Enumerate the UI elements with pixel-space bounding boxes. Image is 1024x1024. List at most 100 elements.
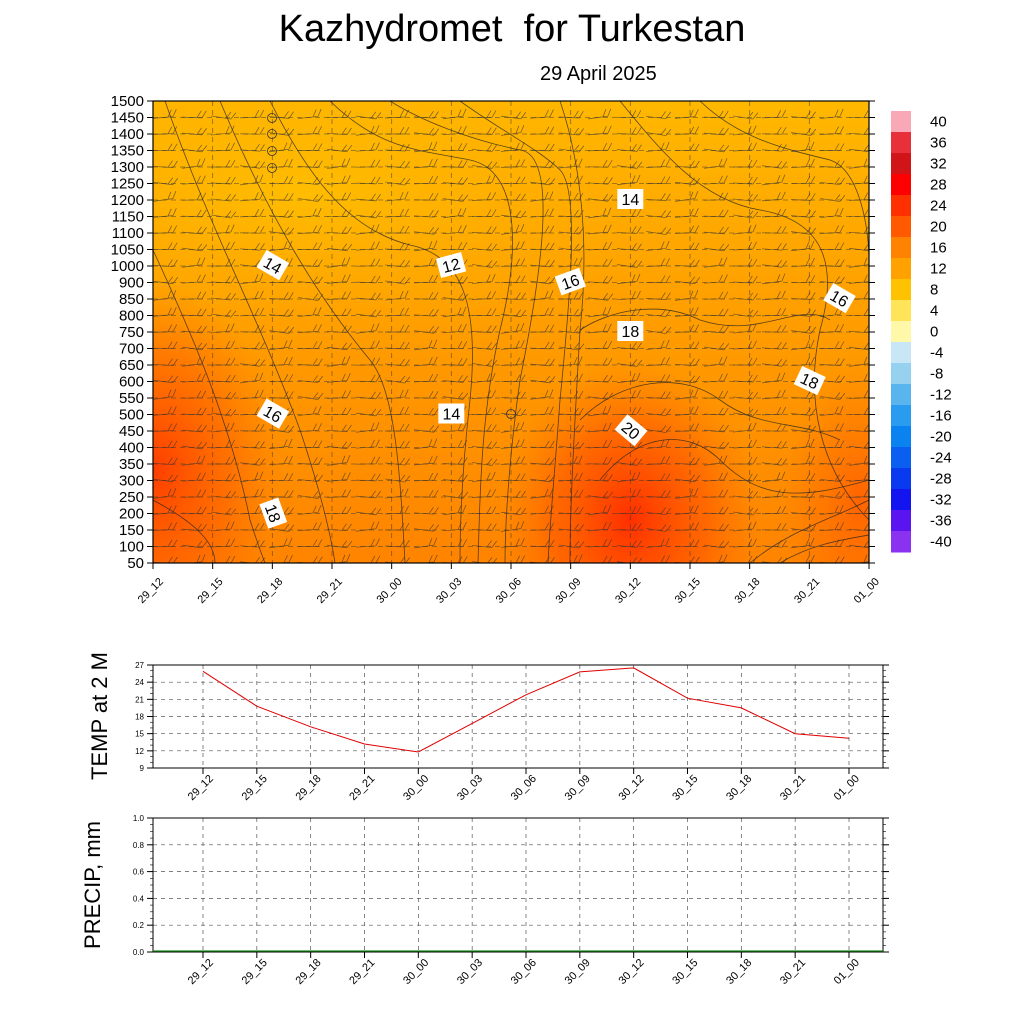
y-tick-label: 350 bbox=[119, 456, 144, 473]
colorbar-swatch bbox=[891, 237, 911, 259]
y-tick-label: 1400 bbox=[111, 126, 144, 143]
y-tick-label: 1.0 bbox=[133, 814, 145, 823]
wind-barb bbox=[240, 389, 264, 400]
wind-barb bbox=[239, 143, 265, 152]
wind-barb bbox=[355, 142, 380, 152]
colorbar-swatch bbox=[891, 531, 911, 553]
contour-label: 18 bbox=[793, 366, 826, 396]
y-tick-label: 1150 bbox=[112, 209, 144, 226]
contour-label-box bbox=[823, 282, 856, 314]
x-tick-label: 01_00 bbox=[832, 957, 862, 987]
wind-barb bbox=[646, 240, 670, 251]
contour-label: 16 bbox=[256, 398, 290, 429]
x-tick-label: 30_15 bbox=[670, 957, 700, 987]
wind-barb bbox=[240, 273, 264, 285]
colorbar-label: 20 bbox=[930, 219, 947, 236]
x-tick-label: 30_00 bbox=[401, 773, 431, 803]
contour-label-text: 12 bbox=[441, 256, 463, 277]
y-tick-label: 15 bbox=[135, 730, 144, 739]
x-tick-label: 30_21 bbox=[792, 576, 822, 606]
x-tick-label: 30_12 bbox=[613, 576, 643, 606]
wind-barb bbox=[617, 273, 641, 285]
wind-barb bbox=[704, 554, 728, 563]
wind-barb bbox=[501, 111, 527, 120]
wind-barb bbox=[501, 408, 527, 417]
y-tick-label: 0.8 bbox=[133, 841, 145, 850]
x-tick-label: 30_09 bbox=[553, 576, 583, 606]
y-tick-label: 850 bbox=[119, 291, 144, 308]
colorbar-label: 32 bbox=[930, 156, 947, 173]
wind-barb bbox=[559, 554, 583, 563]
y-tick-label: 9 bbox=[140, 764, 145, 773]
chart-date: 29 April 2025 bbox=[540, 63, 657, 85]
wind-barb bbox=[385, 488, 409, 499]
wind-barb bbox=[182, 554, 206, 563]
wind-barb bbox=[356, 292, 381, 301]
wind-barb bbox=[762, 471, 786, 483]
contour-label-box bbox=[256, 249, 290, 281]
wind-barb bbox=[385, 389, 409, 400]
x-tick-label: 29_21 bbox=[315, 576, 345, 606]
wind-barb bbox=[356, 391, 381, 400]
x-tick-label: 01_00 bbox=[852, 576, 882, 606]
y-tick-label: 1050 bbox=[111, 242, 144, 259]
contour-line bbox=[579, 382, 841, 441]
x-tick-label: 30_12 bbox=[616, 957, 646, 987]
colorbar-label: -32 bbox=[930, 492, 952, 509]
x-tick-label: 30_15 bbox=[673, 576, 703, 606]
wind-barb bbox=[501, 210, 527, 219]
colorbar-swatch bbox=[891, 447, 911, 469]
wind-barb bbox=[761, 143, 787, 152]
contour-label-box bbox=[256, 398, 290, 429]
colorbar-swatch bbox=[891, 132, 911, 154]
x-tick-label: 30_18 bbox=[732, 576, 762, 606]
wind-barb bbox=[240, 488, 264, 499]
wind-barb bbox=[646, 537, 670, 548]
wind-barb bbox=[355, 439, 380, 449]
colorbar-swatch bbox=[891, 405, 911, 427]
colorbar-label: 16 bbox=[930, 240, 947, 257]
wind-barb bbox=[240, 191, 264, 202]
wind-barb bbox=[501, 124, 525, 136]
contour-label-text: 16 bbox=[560, 272, 583, 294]
x-tick-label: 29_15 bbox=[240, 773, 270, 803]
y-tick-label: 250 bbox=[119, 489, 144, 506]
colorbar-swatch bbox=[891, 384, 911, 406]
wind-barb bbox=[761, 242, 787, 251]
wind-barb bbox=[356, 193, 381, 202]
wind-barb bbox=[327, 553, 351, 563]
y-tick-label: 1500 bbox=[111, 93, 144, 110]
y-tick-label: 450 bbox=[119, 423, 144, 440]
contour-label: 18 bbox=[259, 497, 288, 529]
contour-line bbox=[749, 499, 869, 563]
wind-barb bbox=[240, 471, 264, 483]
y-tick-label: 700 bbox=[119, 341, 144, 358]
wind-barb bbox=[617, 540, 642, 548]
x-tick-label: 29_15 bbox=[240, 957, 270, 987]
contour-label-box bbox=[793, 366, 826, 396]
colorbar-label: -40 bbox=[930, 534, 952, 551]
y-tick-label: 1350 bbox=[111, 143, 144, 160]
wind-barb bbox=[356, 490, 381, 499]
wind-barb bbox=[762, 290, 786, 301]
x-tick-label: 29_18 bbox=[293, 773, 323, 803]
wind-barb bbox=[762, 457, 788, 466]
contour-line bbox=[219, 101, 406, 563]
wind-barb bbox=[617, 243, 642, 251]
y-tick-label: 1300 bbox=[111, 159, 144, 176]
contour-label-box bbox=[259, 497, 288, 529]
x-tick-label: 29_18 bbox=[293, 957, 323, 987]
colorbar-label: 24 bbox=[930, 198, 947, 215]
colorbar-swatch bbox=[891, 153, 911, 175]
x-tick-label: 29_15 bbox=[195, 576, 225, 606]
wind-barb bbox=[617, 342, 642, 350]
contour-line bbox=[619, 101, 869, 521]
y-tick-label: 1450 bbox=[111, 110, 144, 127]
contour-label: 14 bbox=[256, 249, 290, 281]
wind-barb bbox=[385, 191, 409, 202]
y-tick-label: 18 bbox=[135, 713, 144, 722]
wind-barb bbox=[762, 160, 788, 169]
wind-barb bbox=[646, 438, 670, 449]
